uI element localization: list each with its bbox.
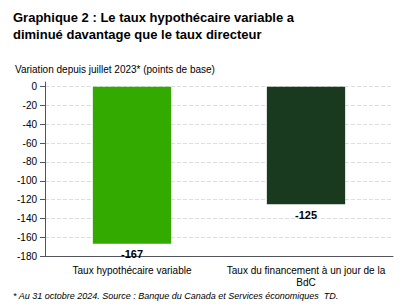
svg-text:-120: -120 bbox=[17, 194, 37, 205]
svg-text:-180: -180 bbox=[17, 251, 37, 262]
svg-text:-80: -80 bbox=[23, 156, 38, 167]
svg-text:Graphique 2 : Le taux hypothéc: Graphique 2 : Le taux hypothécaire varia… bbox=[13, 10, 295, 25]
svg-text:-20: -20 bbox=[23, 100, 38, 111]
svg-text:* Au 31 octobre 2024. Source :: * Au 31 octobre 2024. Source : Banque du… bbox=[13, 291, 338, 301]
svg-text:Taux du financement à un jour: Taux du financement à un jour de la bbox=[227, 265, 386, 276]
svg-text:BdC: BdC bbox=[296, 277, 315, 288]
svg-text:-60: -60 bbox=[23, 138, 38, 149]
svg-text:-40: -40 bbox=[23, 119, 38, 130]
svg-text:0: 0 bbox=[31, 81, 37, 92]
svg-text:-100: -100 bbox=[17, 175, 37, 186]
svg-text:-167: -167 bbox=[121, 248, 143, 260]
svg-text:-140: -140 bbox=[17, 213, 37, 224]
svg-text:Variation depuis juillet 2023*: Variation depuis juillet 2023* (points d… bbox=[15, 64, 215, 75]
svg-text:diminué davantage que le taux: diminué davantage que le taux directeur bbox=[13, 27, 262, 42]
svg-text:-160: -160 bbox=[17, 232, 37, 243]
svg-text:Taux hypothécaire variable: Taux hypothécaire variable bbox=[73, 265, 192, 276]
svg-text:-125: -125 bbox=[295, 209, 317, 221]
